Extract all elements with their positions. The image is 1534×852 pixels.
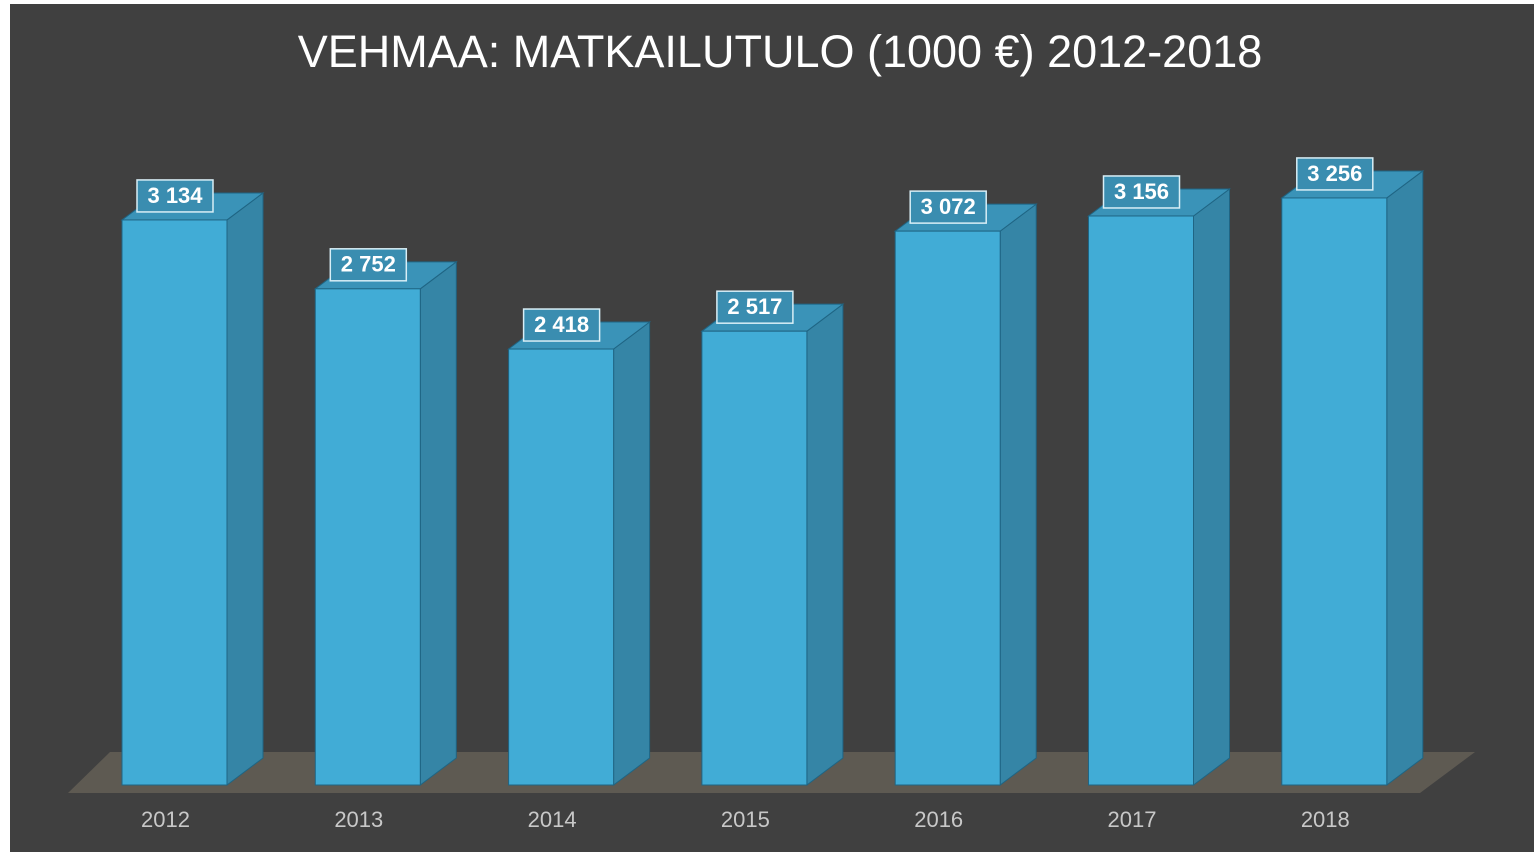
data-label: 3 256 [1307, 161, 1362, 186]
data-label: 3 156 [1114, 179, 1169, 204]
data-label: 2 418 [534, 312, 589, 337]
x-tick-label: 2014 [528, 807, 577, 832]
bar [121, 219, 228, 786]
bar [1281, 197, 1388, 786]
bar [314, 288, 421, 786]
data-label: 2 517 [727, 294, 782, 319]
x-tick-label: 2017 [1108, 807, 1157, 832]
bar [701, 330, 808, 786]
bar-side [1193, 187, 1230, 786]
data-label-box [909, 190, 987, 224]
bar [894, 230, 1001, 786]
bar-side [999, 203, 1037, 787]
bar [508, 348, 615, 786]
data-label: 2 752 [341, 252, 396, 277]
bar-side [613, 321, 651, 786]
x-tick-label: 2015 [721, 807, 770, 832]
data-label: 3 072 [921, 194, 976, 219]
x-tick-label: 2018 [1301, 807, 1350, 832]
x-tick-label: 2012 [141, 807, 190, 832]
bar-side [419, 260, 457, 786]
bar [1088, 215, 1194, 786]
data-label-box [1102, 175, 1181, 209]
data-label-box [329, 248, 408, 282]
data-label: 3 134 [147, 183, 203, 208]
data-label-box [1296, 157, 1374, 191]
data-label-box [136, 179, 214, 213]
bar-side [226, 191, 264, 786]
data-label-box [716, 290, 794, 324]
chart-title: VEHMAA: MATKAILUTULO (1000 €) 2012-2018 [298, 26, 1263, 77]
x-tick-label: 2013 [334, 807, 383, 832]
data-label-box [522, 308, 601, 342]
x-tick-label: 2016 [914, 807, 963, 832]
bar-side [1386, 169, 1424, 786]
bar-side [806, 303, 844, 786]
